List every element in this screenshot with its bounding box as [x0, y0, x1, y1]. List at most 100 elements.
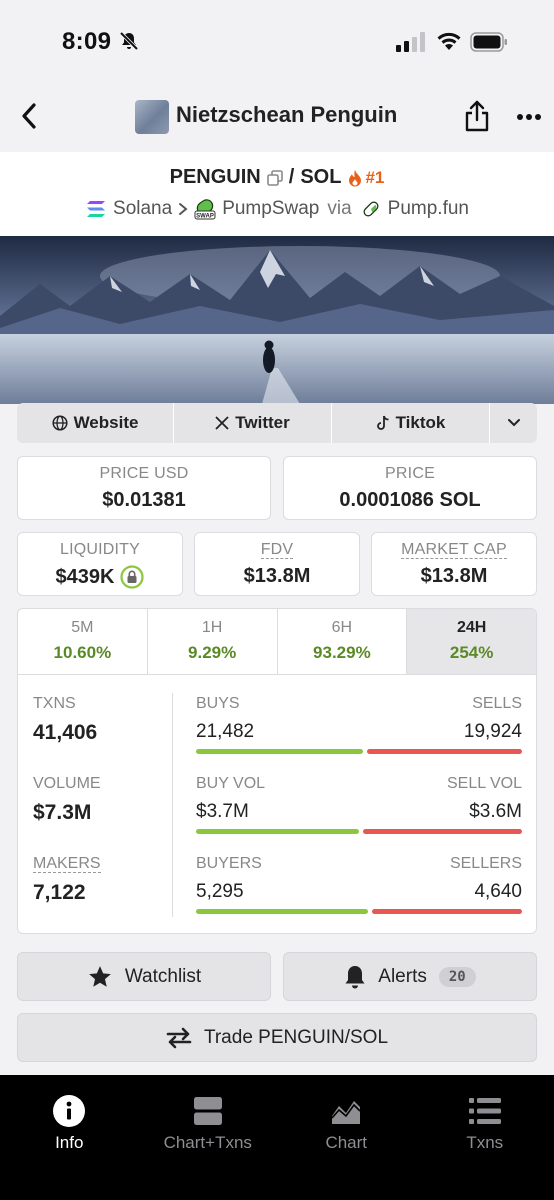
makers-bar [196, 909, 522, 914]
status-bar: 8:09 [0, 0, 554, 82]
nav-header: Nietzschean Penguin [0, 82, 554, 152]
volume-split: BUY VOL SELL VOL $3.7M $3.6M [196, 775, 522, 834]
trade-button[interactable]: Trade PENGUIN/SOL [17, 1013, 537, 1062]
price-change: 93.29% [313, 643, 371, 662]
chain-link[interactable]: Solana [113, 198, 173, 219]
tab-label: Info [55, 1133, 84, 1152]
chevron-down-icon [507, 419, 520, 427]
market-cap-value: $13.8M [420, 565, 488, 587]
tab-label: 24H [456, 619, 487, 636]
price-usd-card: PRICE USD $0.01381 [17, 456, 271, 520]
tiktok-icon [376, 415, 389, 430]
page-title: Nietzschean Penguin [176, 102, 398, 127]
buyers-value: 5,295 [196, 881, 244, 902]
area-chart-icon [331, 1101, 361, 1124]
flame-icon [349, 169, 362, 186]
buys-sells-bar [196, 749, 522, 754]
more-horizontal-icon [517, 114, 541, 120]
tab-5m[interactable]: 5M 10.60% [18, 609, 148, 674]
sell-bar [371, 909, 522, 914]
watchlist-button[interactable]: Watchlist [17, 952, 271, 1001]
tab-label: Chart [325, 1133, 368, 1152]
liquidity-card: LIQUIDITY $439K [17, 532, 183, 596]
fdv-card[interactable]: FDV $13.8M [194, 532, 360, 596]
volume-bar [196, 829, 522, 834]
tab-6h[interactable]: 6H 93.29% [278, 609, 408, 674]
pair-info: PENGUIN / SOL #1 Solana SWAP PumpSwap vi… [0, 152, 554, 236]
sell-bar [367, 749, 522, 754]
tab-1h[interactable]: 1H 9.29% [148, 609, 278, 674]
twitter-button[interactable]: Twitter [174, 403, 332, 443]
website-label: Website [73, 413, 139, 432]
alerts-button[interactable]: Alerts 20 [283, 952, 537, 1001]
quote-symbol: SOL [300, 166, 342, 188]
tab-label: Txns [466, 1133, 504, 1152]
fdv-value: $13.8M [243, 565, 311, 587]
buys-label: BUYS [196, 695, 240, 712]
market-cap-label: MARKET CAP [401, 541, 507, 559]
divider [172, 693, 173, 917]
social-links: Website Twitter Tiktok [17, 403, 537, 443]
rank-label: #1 [365, 167, 385, 187]
website-button[interactable]: Website [17, 403, 174, 443]
volume-label: VOLUME [33, 775, 101, 792]
token-avatar [135, 100, 169, 134]
tab-chart[interactable]: Chart [277, 1075, 416, 1200]
token-banner [0, 236, 554, 404]
buy-vol-value: $3.7M [196, 801, 249, 822]
chevron-left-icon [22, 103, 36, 129]
cellular-signal-icon [396, 32, 425, 52]
tab-label: 5M [71, 619, 94, 636]
lock-icon[interactable] [120, 565, 145, 589]
tab-txns[interactable]: Txns [416, 1075, 554, 1200]
copy-icon[interactable] [266, 169, 283, 186]
buyers-label: BUYERS [196, 855, 262, 872]
tab-chart-txns[interactable]: Chart+Txns [139, 1075, 278, 1200]
watchlist-label: Watchlist [124, 965, 202, 987]
info-icon [53, 1095, 86, 1127]
tab-24h[interactable]: 24H 254% [407, 609, 536, 674]
share-icon [465, 100, 489, 132]
makers-value: 7,122 [33, 881, 86, 904]
chevron-right-icon [179, 203, 188, 215]
dex-link[interactable]: PumpSwap [222, 198, 320, 219]
buy-bar [196, 749, 364, 754]
back-button[interactable] [14, 100, 44, 132]
split-view-icon [193, 1097, 222, 1125]
liquidity-value: $439K [55, 565, 115, 588]
base-symbol: PENGUIN [169, 166, 261, 188]
market-cap-card[interactable]: MARKET CAP $13.8M [371, 532, 537, 596]
tiktok-button[interactable]: Tiktok [332, 403, 490, 443]
swap-arrows-icon [166, 1027, 192, 1048]
tab-label: Chart+Txns [163, 1133, 252, 1152]
stats-panel: 5M 10.60% 1H 9.29% 6H 93.29% 24H 254% TX… [17, 608, 537, 934]
tiktok-label: Tiktok [395, 413, 446, 432]
launchpad-link[interactable]: Pump.fun [387, 198, 469, 219]
tab-info[interactable]: Info [0, 1075, 139, 1200]
more-links-button[interactable] [490, 403, 537, 443]
price-change: 9.29% [188, 643, 237, 662]
sellers-label: SELLERS [449, 855, 522, 872]
makers-metric[interactable]: MAKERS 7,122 [33, 855, 101, 905]
sells-label: SELLS [472, 695, 522, 712]
buys-sells-split: BUYS SELLS 21,482 19,924 [196, 695, 522, 754]
alerts-count-badge: 20 [438, 966, 476, 987]
globe-icon [52, 415, 68, 431]
sell-vol-label: SELL VOL [446, 775, 522, 792]
price-usd-label: PRICE USD [99, 465, 189, 482]
buy-bar [196, 829, 360, 834]
price-change: 10.60% [53, 643, 112, 662]
price-change: 254% [449, 643, 494, 662]
share-button[interactable] [462, 98, 492, 134]
star-icon [88, 965, 111, 987]
twitter-label: Twitter [235, 413, 290, 432]
pumpswap-icon: SWAP [194, 198, 216, 220]
list-icon [468, 1098, 501, 1124]
makers-label: MAKERS [33, 855, 101, 873]
buy-bar [196, 909, 368, 914]
price-usd-value: $0.01381 [102, 489, 186, 511]
trending-rank[interactable]: #1 [347, 168, 384, 188]
banner-image [0, 236, 554, 404]
more-button[interactable] [514, 102, 544, 132]
volume-metric: VOLUME $7.3M [33, 775, 101, 825]
